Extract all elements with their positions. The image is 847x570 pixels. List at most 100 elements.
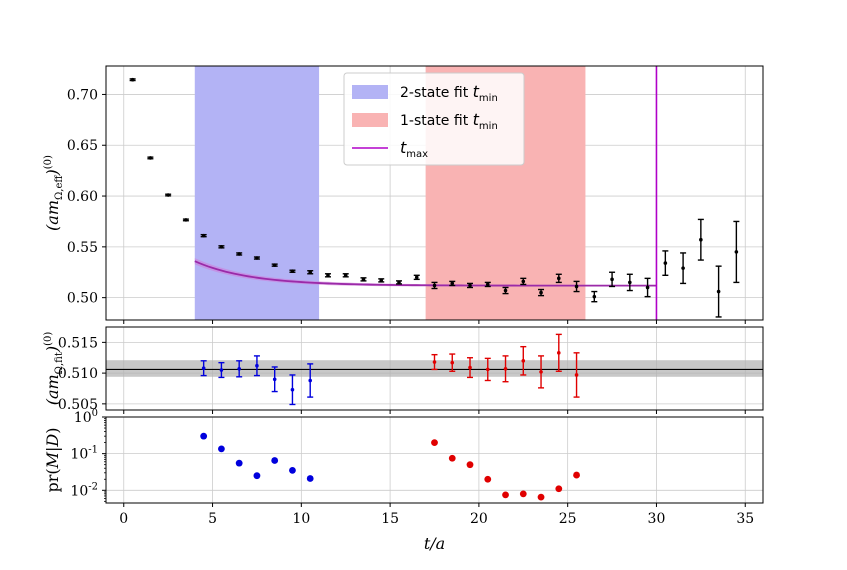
effective-mass-point [218, 245, 225, 249]
y-axis-label-effective-mass: (amΩ,eff)(0) [43, 155, 65, 231]
fit-result-point [538, 355, 545, 389]
effective-mass-point [307, 270, 314, 275]
x-tick-label: 10 [292, 511, 310, 527]
data-point [539, 370, 543, 374]
legend: 2-state fit tmin 1-state fit tmin tmax [343, 72, 525, 166]
data-point [272, 377, 277, 382]
effective-mass-point [609, 271, 616, 288]
data-point [734, 250, 739, 254]
x-axis-label: t/a [424, 534, 445, 553]
data-point [290, 269, 295, 274]
effective-mass-point [502, 286, 509, 295]
effective-mass-point [626, 273, 633, 292]
y-tick-label: 10-2 [70, 481, 98, 499]
data-point [219, 245, 224, 249]
data-point [219, 368, 224, 372]
probability-point [502, 491, 509, 499]
effective-mass-point [484, 281, 491, 288]
data-point [130, 77, 135, 82]
data-point [343, 273, 348, 278]
probability-point [289, 466, 296, 474]
probability-point [484, 475, 492, 483]
effective-mass-point [538, 288, 545, 297]
data-point [450, 281, 455, 286]
effective-mass-point [378, 278, 385, 283]
data-point [485, 367, 490, 372]
data-point [468, 283, 472, 288]
axes-frame [105, 65, 764, 321]
data-point [503, 288, 508, 293]
data-point [432, 283, 437, 288]
effective-mass-point [271, 263, 278, 267]
effective-mass-point [165, 193, 172, 197]
effective-mass-point [200, 233, 207, 238]
fit-result-point [307, 363, 314, 398]
x-tick-label: 5 [208, 511, 217, 527]
data-point [308, 378, 313, 383]
y-tick-label: 0.515 [58, 335, 98, 351]
fit-result-point [520, 345, 527, 376]
effective-mass-point [573, 280, 580, 293]
axis-labels: t/a (amΩ,eff)(0) (amΩ,fit)(0) pr(M|D) [43, 155, 445, 553]
fit-result-point [253, 355, 260, 377]
probability-point [253, 472, 261, 480]
data-point [379, 278, 384, 283]
fit-result-point [467, 357, 474, 379]
data-point [255, 256, 259, 260]
effective-mass-point [431, 281, 438, 290]
effective-mass-point [289, 269, 296, 274]
effective-mass-point [182, 218, 189, 222]
data-point [485, 282, 490, 287]
data-point [716, 289, 721, 294]
effective-mass-point [555, 273, 562, 284]
effective-mass-point [680, 252, 687, 285]
legend-label: tmax [400, 138, 428, 160]
fit-result-point [573, 352, 580, 398]
data-point [450, 360, 455, 365]
fit-result-point [271, 366, 278, 393]
effective-mass-point [253, 256, 260, 260]
x-tick-label: 0 [119, 511, 128, 527]
y-tick-label: 10-1 [70, 445, 98, 463]
y-tick-label: 0.60 [67, 189, 98, 205]
legend-label: 1-state fit tmin [400, 110, 498, 132]
fit-result-point [449, 353, 456, 372]
fit-result-point [218, 361, 225, 379]
y-tick-label: 0.50 [67, 291, 98, 307]
x-tick-label: 20 [470, 511, 488, 527]
probability-point [555, 485, 563, 493]
effective-mass-point [413, 274, 420, 281]
data-point [592, 294, 597, 299]
y-tick-label: 0.65 [67, 138, 98, 154]
effective-mass-point [520, 277, 527, 286]
data-point [663, 261, 668, 265]
data-point [326, 273, 330, 278]
data-point [556, 351, 561, 355]
probability-point [519, 490, 527, 498]
data-point [699, 237, 703, 242]
effective-mass-point [662, 250, 669, 276]
data-point [166, 193, 170, 197]
effective-mass-point [147, 156, 154, 160]
data-point [237, 252, 241, 256]
data-point [308, 270, 313, 275]
data-point [397, 280, 401, 285]
data-point [414, 275, 419, 280]
data-point [361, 277, 366, 282]
data-point [272, 263, 277, 267]
y-tick-label: 0.505 [58, 397, 98, 413]
effective-mass-point [236, 252, 243, 256]
probability-point [235, 459, 243, 467]
data-point [628, 280, 632, 285]
y-tick-label: 100 [74, 408, 98, 426]
data-point [201, 366, 206, 370]
data-point [681, 266, 685, 270]
x-tick-label: 25 [559, 511, 577, 527]
legend-box [343, 72, 525, 166]
data-point [184, 218, 188, 222]
probability-point [573, 471, 580, 479]
legend-label: 2-state fit tmin [400, 82, 498, 104]
legend-swatch [352, 85, 388, 99]
effective-mass-point [324, 273, 331, 278]
effective-mass-point [697, 218, 704, 261]
